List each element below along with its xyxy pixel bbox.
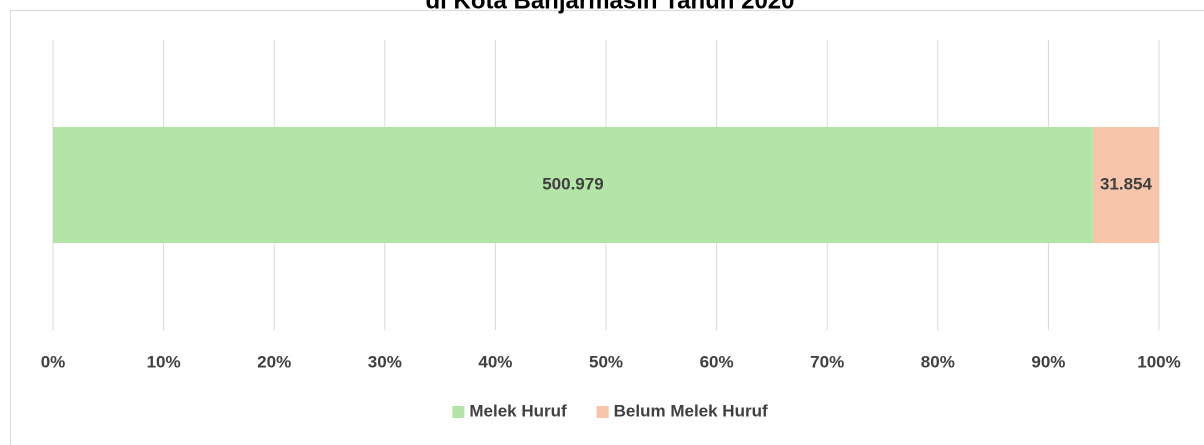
x-tick-label: 20%: [257, 352, 291, 371]
x-tick-label: 90%: [1031, 352, 1065, 371]
x-tick-label: 40%: [478, 352, 512, 371]
bar-segment: [53, 127, 1093, 243]
legend-label: Belum Melek Huruf: [614, 401, 768, 420]
x-tick-label: 10%: [147, 352, 181, 371]
x-tick-label: 70%: [810, 352, 844, 371]
x-tick-label: 100%: [1137, 352, 1180, 371]
data-label: 31.854: [1100, 174, 1153, 193]
chart-frame: [10, 10, 1204, 445]
legend-swatch: [452, 406, 465, 418]
legend-label: Melek Huruf: [469, 401, 567, 420]
x-tick-label: 0%: [41, 352, 66, 371]
x-tick-label: 30%: [368, 352, 402, 371]
x-tick-label: 80%: [921, 352, 955, 371]
bar-segment: [1092, 127, 1159, 243]
chart-title: di Kota Banjarmasin Tahun 2020: [426, 0, 795, 14]
x-tick-label: 50%: [589, 352, 623, 371]
legend-swatch: [596, 406, 609, 418]
data-label: 500.979: [542, 174, 603, 193]
x-tick-label: 60%: [700, 352, 734, 371]
